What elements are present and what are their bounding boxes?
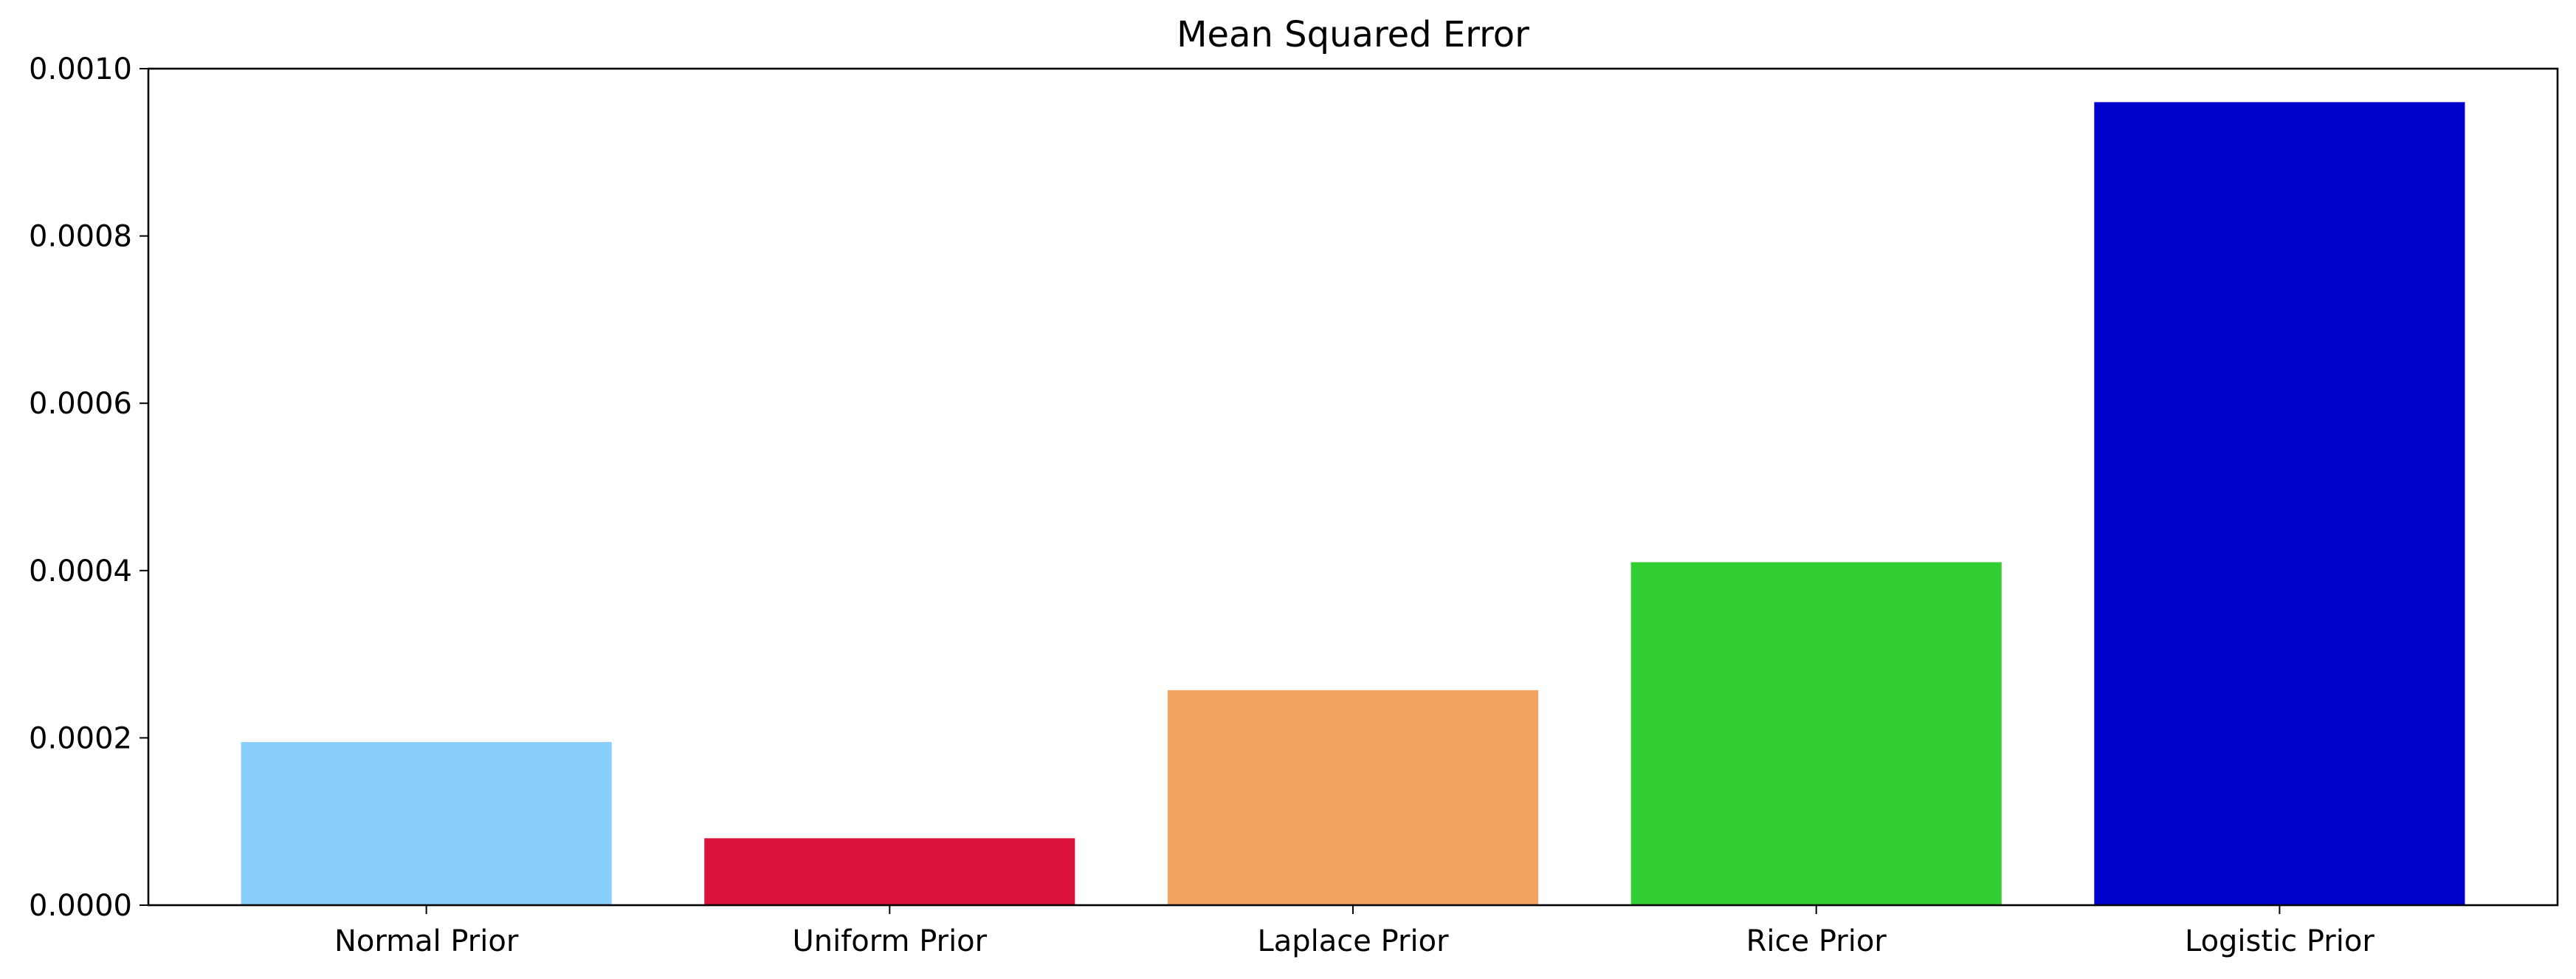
bar-logistic-prior (2094, 102, 2465, 905)
y-tick-label: 0.0004 (29, 554, 132, 588)
y-tick-label: 0.0010 (29, 52, 132, 86)
x-tick-label: Uniform Prior (792, 924, 987, 958)
bar-uniform-prior (704, 838, 1075, 905)
bars-layer (241, 102, 2465, 905)
y-tick-label: 0.0002 (29, 721, 132, 755)
bar-laplace-prior (1167, 690, 1539, 905)
y-tick-label: 0.0006 (29, 387, 132, 421)
x-tick-label: Rice Prior (1746, 924, 1887, 958)
x-tick-label: Laplace Prior (1257, 924, 1449, 958)
bar-normal-prior (241, 742, 612, 905)
plot-frame (147, 67, 2559, 907)
y-tick-label: 0.0008 (29, 220, 132, 254)
bar-rice-prior (1630, 562, 2002, 905)
y-axis: 0.0000 0.0002 0.0004 0.0006 0.0008 0.0010 (29, 52, 148, 923)
x-tick-label: Logistic Prior (2185, 924, 2374, 958)
chart-title: Mean Squared Error (1177, 14, 1529, 55)
y-tick-label: 0.0000 (29, 889, 132, 923)
x-axis: Normal Prior Uniform Prior Laplace Prior Ri… (334, 905, 2374, 958)
x-tick-label: Normal Prior (334, 924, 519, 958)
